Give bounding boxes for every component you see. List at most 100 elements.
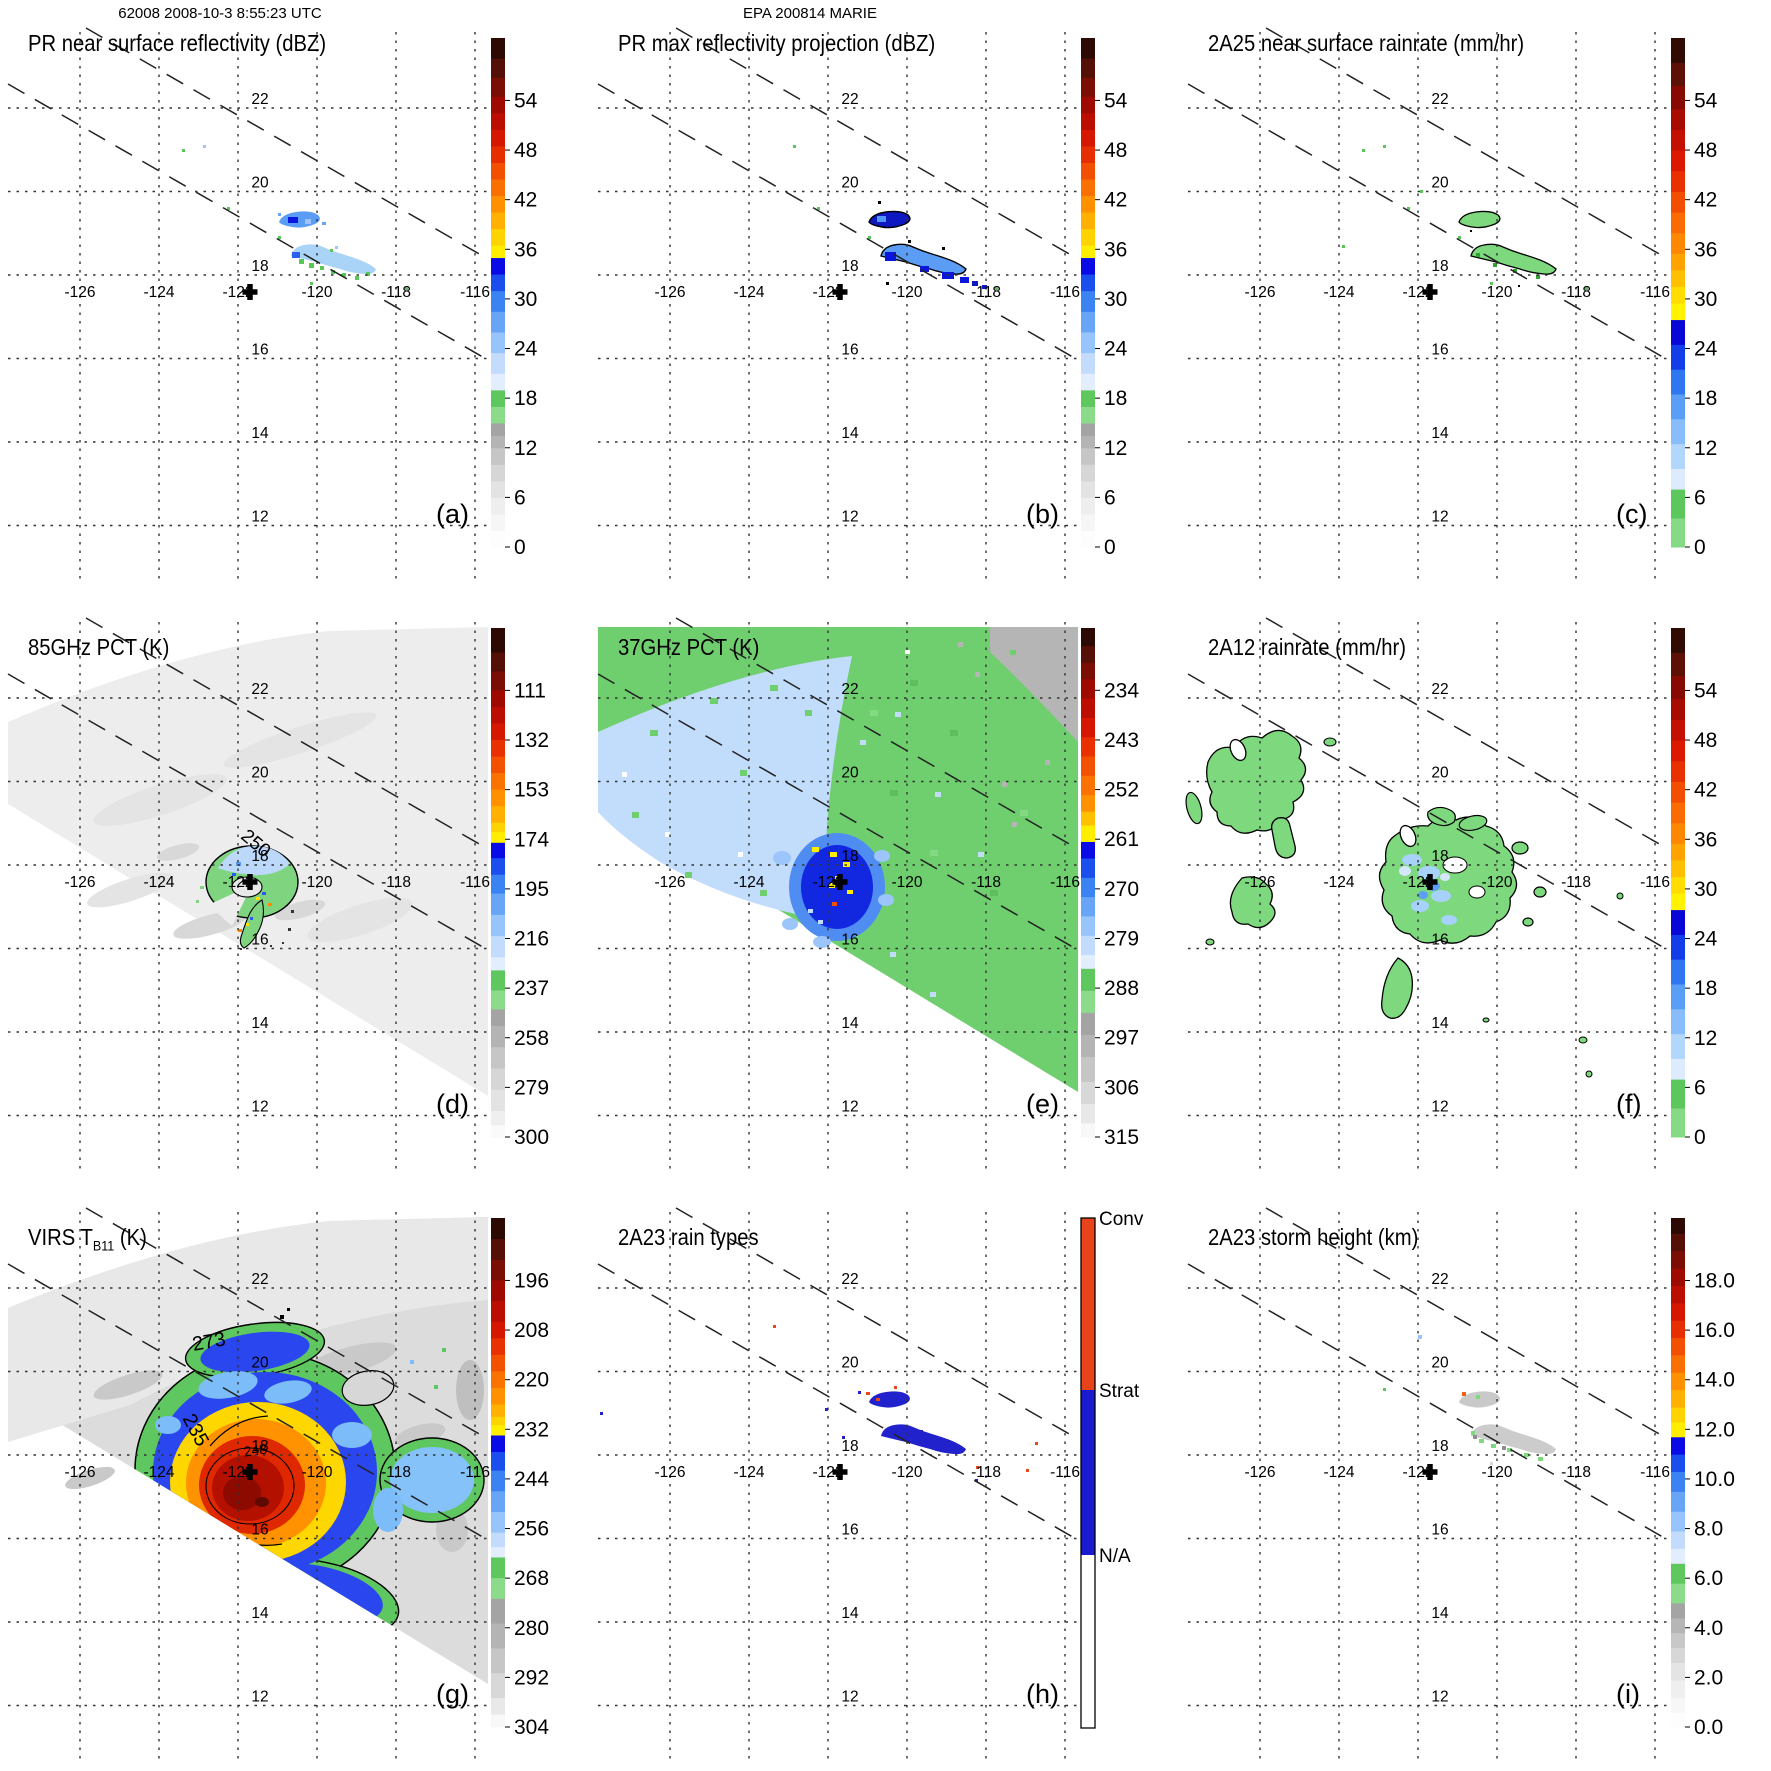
- lon-label: -116: [1640, 874, 1670, 891]
- map-b: 22 20 18 16 14 12 -126 -124 -122 -120 -118 -116 54 48…: [597, 27, 1128, 583]
- data-field: [1185, 729, 1624, 1078]
- lat-label: 12: [251, 1689, 268, 1706]
- colorbar-tick-label: 30: [514, 288, 537, 311]
- panel-title: 37GHz PCT (K): [618, 634, 759, 665]
- swath-edge-line: [7, 83, 489, 361]
- lon-label: -122: [812, 1464, 843, 1481]
- lat-label: 22: [1431, 681, 1448, 698]
- lat-label: 22: [251, 681, 268, 698]
- panel-h: 22 20 18 16 14 12 -126 -124 -122 -120 -118 -116 Conv…: [590, 1180, 1180, 1771]
- lon-label: -122: [222, 1464, 253, 1481]
- lon-label: -116: [1050, 874, 1080, 891]
- colorbar-tick-label: 244: [514, 1468, 549, 1491]
- colorbar-tick-label: 256: [514, 1518, 549, 1541]
- lon-label: -120: [891, 284, 922, 301]
- data-field: [793, 145, 998, 290]
- panel-letter: (e): [1026, 1089, 1059, 1119]
- lat-label: 20: [251, 765, 269, 782]
- panel-letter: (f): [1616, 1089, 1642, 1119]
- lat-label: 22: [1431, 1271, 1448, 1288]
- colorbar-tick-label: 18: [1694, 977, 1717, 1000]
- axis-labels: 22 20 18 16 14 12 -126 -124 -122 -120 -118 -116: [1244, 1271, 1669, 1706]
- colorbar-tick-label: 30: [1694, 878, 1717, 901]
- lat-label: 18: [1431, 848, 1448, 865]
- colorbar-tick-label: 54: [1694, 679, 1718, 702]
- data-field: [1383, 1335, 1588, 1470]
- lat-label: 18: [1431, 258, 1448, 275]
- colorbar-tick-label: 24: [1694, 928, 1718, 951]
- panel-title-sub: B11: [92, 1238, 115, 1255]
- colorbar: 234 243 252 261 270 279 288 297 306 315: [1081, 628, 1139, 1149]
- colorbar-tick-label: 252: [1104, 779, 1139, 802]
- lat-label: 14: [1431, 1605, 1449, 1622]
- colorbar-tick-label: 258: [514, 1027, 549, 1050]
- lat-label: 14: [251, 425, 269, 442]
- swath-edge-line: [1187, 1263, 1669, 1541]
- panel-title-text: VIRS T: [28, 1224, 93, 1250]
- lon-label: -122: [222, 874, 253, 891]
- lat-label: 22: [251, 91, 268, 108]
- colorbar-tick-label: 243: [1104, 729, 1139, 752]
- lat-label: 22: [1431, 91, 1448, 108]
- panel-d: 22 20 18 16 14 12 -126 -124 -122 -120 -118 -116 250 1…: [0, 590, 590, 1181]
- colorbar-tick-label: 2.0: [1694, 1666, 1723, 1689]
- map-a: 22 20 18 16 14 12 -126 -124 -122 -120 -118 -116 54 48…: [7, 27, 538, 583]
- lon-label: -126: [64, 874, 95, 891]
- colorbar: 54 48 42 36 30 24 18 12 6 0: [1081, 38, 1128, 559]
- colorbar-tick-label: 54: [514, 89, 538, 112]
- data-field: [600, 1325, 1038, 1482]
- lat-label: 20: [1431, 175, 1449, 192]
- colorbar-tick-label: 12.0: [1694, 1418, 1735, 1441]
- lon-label: -118: [971, 1464, 1001, 1481]
- colorbar-tick-label: 6.0: [1694, 1567, 1723, 1590]
- map-f: 22 20 18 16 14 12 -126 -124 -122 -120 -118 -116 54 48…: [1185, 617, 1718, 1173]
- storm-center-marker: [1422, 874, 1438, 890]
- colorbar-tick-label: 12: [1104, 437, 1127, 460]
- lon-label: -118: [1561, 284, 1591, 301]
- lon-label: -122: [1402, 1464, 1433, 1481]
- panel-title-text: 85GHz PCT (K): [28, 634, 170, 660]
- swath-edge-line: [675, 1207, 1079, 1440]
- panel-g: 22 20 18 16 14 12 -126 -124 -122 -120 -118 -116 273 2…: [0, 1180, 590, 1771]
- axis-labels: 22 20 18 16 14 12 -126 -124 -122 -120 -118 -116: [654, 1271, 1079, 1706]
- lat-label: 16: [251, 932, 268, 949]
- colorbar: 196 208 220 232 244 256 268 280 292 304: [491, 1218, 549, 1739]
- axis-labels: 22 20 18 16 14 12 -126 -124 -122 -120 -118 -116: [1244, 681, 1669, 1116]
- graticule: [1187, 27, 1669, 583]
- panel-title-text: 2A12 rainrate (mm/hr): [1208, 634, 1406, 660]
- lon-label: -120: [301, 284, 332, 301]
- colorbar-tick-label: 48: [1694, 139, 1717, 162]
- lon-label: -126: [654, 1464, 685, 1481]
- colorbar-tick-label: 268: [514, 1567, 549, 1590]
- lat-label: 18: [251, 848, 268, 865]
- lat-label: 16: [251, 342, 268, 359]
- axis-labels: 22 20 18 16 14 12 -126 -124 -122 -120 -118 -116: [654, 681, 1079, 1116]
- colorbar-tick-label: 232: [514, 1418, 549, 1441]
- graticule: [597, 617, 1079, 1173]
- lon-label: -124: [143, 284, 174, 301]
- lat-label: 20: [251, 1355, 269, 1372]
- colorbar-tick-label: 48: [1104, 139, 1127, 162]
- graticule: [1187, 617, 1669, 1173]
- colorbar-tick-label: 6: [1104, 486, 1116, 509]
- lat-label: 16: [841, 932, 858, 949]
- colorbar-tick-label: 297: [1104, 1027, 1139, 1050]
- lat-label: 20: [841, 175, 859, 192]
- panel-i: 22 20 18 16 14 12 -126 -124 -122 -120 -118 -116 18.0…: [1180, 1180, 1770, 1771]
- swath-edge-line: [85, 27, 489, 260]
- colorbar-tick-label: 48: [514, 139, 537, 162]
- colorbar-tick-label: 8.0: [1694, 1518, 1723, 1541]
- colorbar-tick-label: 18: [514, 387, 537, 410]
- colorbar-tick-label: 0: [514, 536, 526, 559]
- colorbar-tick-label: 16.0: [1694, 1319, 1735, 1342]
- colorbar-tick-label: 48: [1694, 729, 1717, 752]
- lat-label: 12: [841, 1689, 858, 1706]
- lat-label: 20: [1431, 1355, 1449, 1372]
- colorbar-tick-label: 300: [514, 1126, 549, 1149]
- lat-label: 16: [1431, 1522, 1448, 1539]
- swath-edge-line: [675, 617, 1079, 850]
- lon-label: -118: [971, 284, 1001, 301]
